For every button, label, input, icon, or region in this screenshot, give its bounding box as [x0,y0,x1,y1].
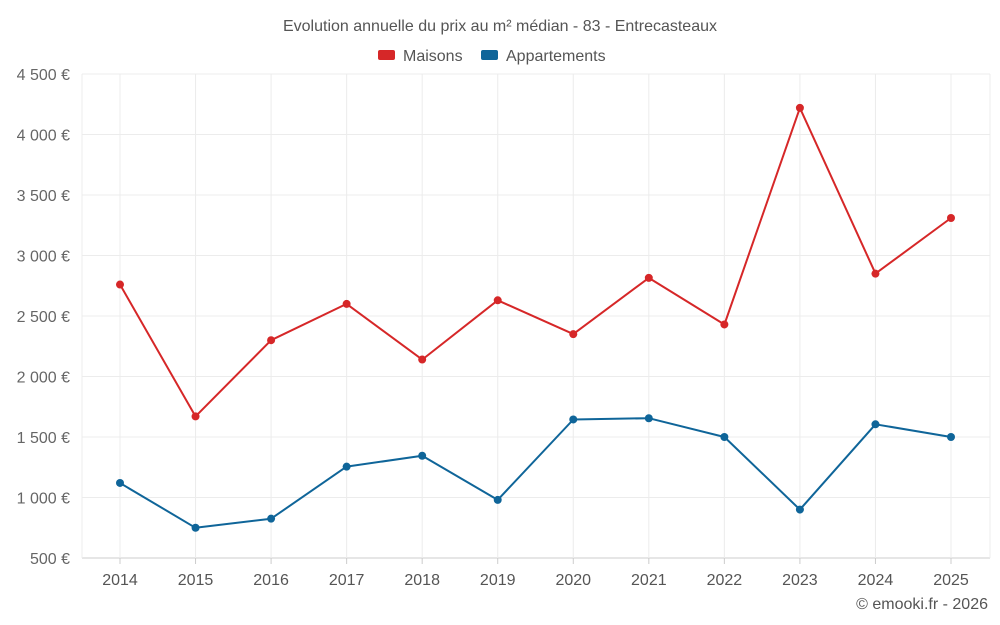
x-tick-label: 2020 [555,572,591,589]
y-tick-label: 1 000 € [17,491,70,508]
legend: Maisons Appartements [378,48,606,65]
series-maisons [116,103,955,421]
data-point-maisons-2021[interactable] [644,273,653,282]
data-point-maisons-2020[interactable] [569,330,578,339]
data-point-maisons-2018[interactable] [418,355,427,364]
y-tick-label: 2 000 € [17,370,70,387]
credit-text: © emooki.fr - 2026 [856,596,988,613]
data-point-appartements-2023[interactable] [795,505,804,514]
data-point-appartements-2020[interactable] [569,415,578,424]
x-tick-label: 2025 [933,572,969,589]
data-point-appartements-2022[interactable] [720,433,729,441]
legend-label-appartements: Appartements [506,48,606,65]
data-point-appartements-2018[interactable] [418,451,427,460]
x-tick-label: 2022 [707,572,743,589]
y-tick-label: 2 500 € [17,309,70,326]
x-tick-label: 2016 [253,572,289,589]
legend-item-appartements[interactable]: Appartements [481,48,606,65]
x-tick-label: 2021 [631,572,667,589]
y-tick-label: 4 500 € [17,67,70,84]
legend-label-maisons: Maisons [403,48,463,65]
data-point-appartements-2019[interactable] [493,495,502,504]
series-line-appartements [119,417,952,529]
x-tick-label: 2017 [329,572,365,589]
data-point-maisons-2017[interactable] [342,299,351,308]
data-point-appartements-2025[interactable] [947,433,955,441]
y-axis-ticks: 500 € 1 000 € 1 500 € 2 000 € 2 500 € 3 000 €… [17,67,70,568]
grid [81,73,991,559]
x-tick-label: 2024 [858,572,894,589]
x-tick-label: 2015 [178,572,214,589]
chart-title: Evolution annuelle du prix au m² médian … [283,18,717,35]
series-line-maisons [119,106,952,418]
data-point-appartements-2014[interactable] [116,478,124,487]
data-point-maisons-2022[interactable] [720,320,729,329]
y-tick-label: 3 500 € [17,188,70,205]
series [116,103,955,532]
data-point-maisons-2024[interactable] [871,269,880,278]
data-point-appartements-2015[interactable] [191,523,200,532]
legend-swatch-appartements [481,50,498,60]
x-tick-label: 2019 [480,572,516,589]
x-tick-label: 2018 [404,572,440,589]
data-point-appartements-2016[interactable] [267,514,276,523]
data-point-maisons-2025[interactable] [947,213,955,222]
y-tick-label: 4 000 € [17,128,70,145]
data-point-appartements-2017[interactable] [342,462,351,471]
x-tick-label: 2023 [782,572,818,589]
data-point-maisons-2019[interactable] [493,296,502,305]
data-point-maisons-2015[interactable] [191,412,200,421]
data-point-maisons-2014[interactable] [116,280,124,289]
data-point-maisons-2023[interactable] [795,103,804,112]
y-tick-label: 3 000 € [17,249,70,266]
series-appartements [116,414,955,532]
data-point-appartements-2024[interactable] [871,420,880,429]
data-point-appartements-2021[interactable] [644,414,653,423]
y-tick-label: 500 € [30,551,70,568]
y-tick-label: 1 500 € [17,430,70,447]
legend-swatch-maisons [378,50,395,60]
legend-item-maisons[interactable]: Maisons [378,48,463,65]
x-axis-ticks: 2014 2015 2016 2017 2018 2019 2020 2021 2022 2023… [102,558,969,589]
data-point-maisons-2016[interactable] [267,336,276,345]
x-tick-label: 2014 [102,572,138,589]
